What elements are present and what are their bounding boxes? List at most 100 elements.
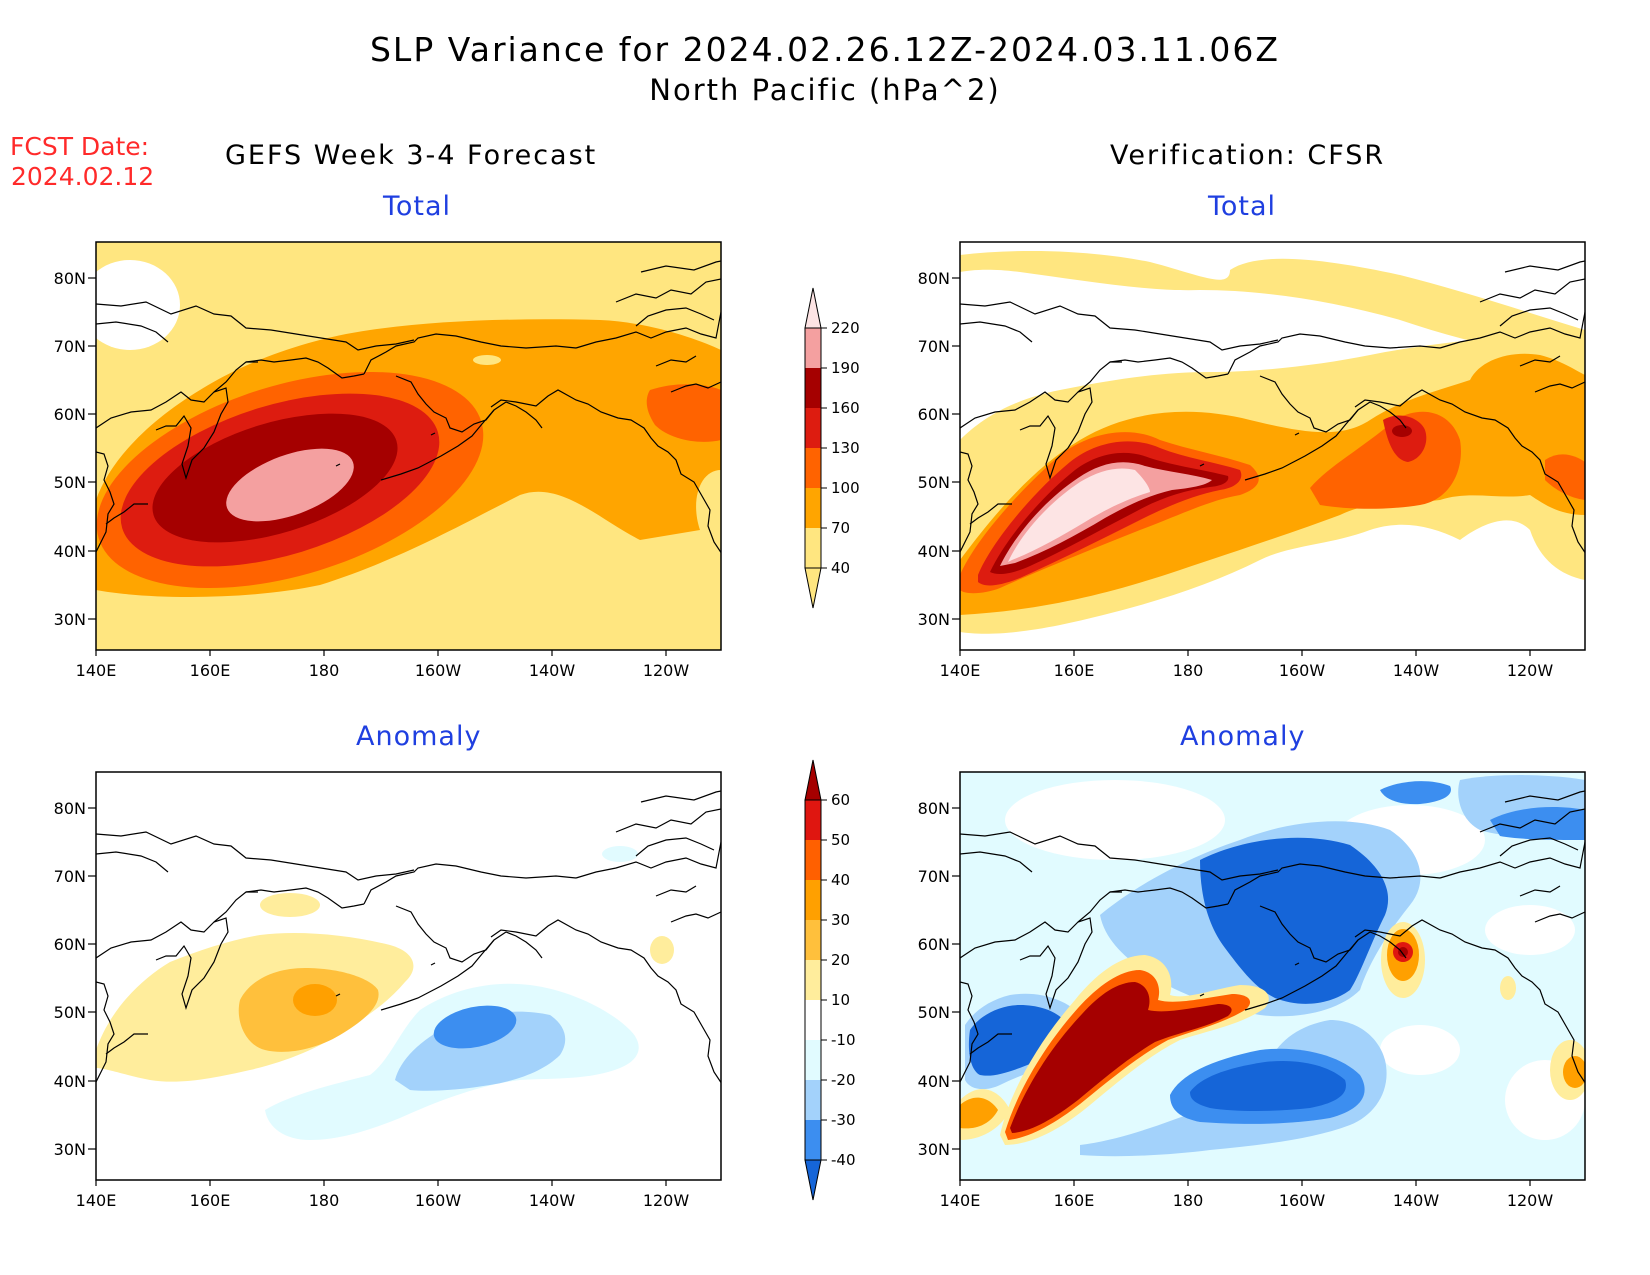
colorbar-anomaly-label: 30: [831, 911, 850, 929]
colorbar-anomaly: -40 -30 -20 -10 10 20 30 40 50 60: [804, 759, 856, 1201]
colorbar-total-label: 70: [831, 519, 850, 537]
colorbar-anomaly-label: 60: [831, 791, 850, 809]
colorbar-total-label: 190: [831, 359, 860, 377]
lon-tick-label: 120W: [643, 1191, 690, 1210]
forecast-anomaly-field: [96, 772, 721, 1180]
lat-tick-label: 50N: [918, 1003, 950, 1022]
lat-tick-label: 70N: [918, 337, 950, 356]
lon-tick-label: 140E: [940, 1191, 981, 1210]
colorbar-anomaly-label: 40: [831, 871, 850, 889]
lon-tick-label: 140W: [529, 661, 576, 680]
lon-tick-label: 120W: [643, 661, 690, 680]
lon-tick-label: 140W: [529, 1191, 576, 1210]
colorbar-anomaly-label: 50: [831, 831, 850, 849]
frame-verification-anomaly: [959, 771, 1586, 1181]
lat-tick-label: 70N: [54, 867, 86, 886]
lat-tick-label: 80N: [918, 799, 950, 818]
column-title-forecast: GEFS Week 3-4 Forecast: [225, 140, 598, 171]
colorbar-anomaly-top-arrow: [804, 759, 822, 801]
colorbar-anomaly-swatch: [805, 840, 821, 880]
colorbar-anomaly-label: -20: [831, 1071, 856, 1089]
lon-tick-label: 140W: [1393, 1191, 1440, 1210]
lat-tick-label: 70N: [918, 867, 950, 886]
lat-tick-label: 60N: [918, 935, 950, 954]
colorbar-total-label: 220: [831, 319, 860, 337]
frame-forecast-anomaly: [95, 771, 722, 1181]
colorbar-anomaly-bottom-arrow: [804, 1159, 822, 1201]
fcst-date-value: 2024.02.12: [11, 162, 155, 191]
forecast-total-field: [96, 242, 721, 650]
colorbar-anomaly-swatch: [805, 960, 821, 1000]
colorbar-total-swatch: [805, 408, 821, 448]
colorbar-total-label: 130: [831, 439, 860, 457]
colorbar-total-label: 100: [831, 479, 860, 497]
lon-tick-label: 180: [1173, 1191, 1204, 1210]
lon-tick-label: 140W: [1393, 661, 1440, 680]
lat-tick-label: 30N: [54, 1140, 86, 1159]
colorbar-anomaly-label: -30: [831, 1111, 856, 1129]
frame-forecast-total: [95, 241, 722, 651]
page-subtitle: North Pacific (hPa^2): [649, 73, 1001, 107]
lon-tick-label: 180: [309, 661, 340, 680]
colorbar-total-swatch: [805, 448, 821, 488]
frame-verification-total: [959, 241, 1586, 651]
axis-layer: 80N 70N 60N 50N 40N 30N 140E 160E 180 160W 140W 120…: [54, 269, 1554, 1210]
lon-tick-label: 160W: [415, 661, 462, 680]
colorbar-anomaly-label: 20: [831, 951, 850, 969]
colorbar-total-swatch: [805, 368, 821, 408]
colorbar-anomaly-swatch: [805, 1040, 821, 1080]
lat-tick-label: 80N: [54, 269, 86, 288]
colorbar-anomaly-swatch: [805, 1120, 821, 1160]
lon-tick-label: 180: [309, 1191, 340, 1210]
lon-tick-label: 160W: [1279, 1191, 1326, 1210]
colorbar-anomaly-swatch: [805, 1000, 821, 1040]
lon-tick-label: 160W: [415, 1191, 462, 1210]
colorbar-anomaly-swatch: [805, 880, 821, 920]
colorbar-total: 40 70 100 130 160 190 220: [804, 287, 860, 609]
verification-total-field: [960, 242, 1585, 650]
verification-anomaly-field: [960, 772, 1585, 1180]
colorbar-anomaly-label: -40: [831, 1151, 856, 1169]
lon-tick-label: 160E: [1054, 661, 1095, 680]
lat-tick-label: 30N: [918, 1140, 950, 1159]
panel-title-verification-total: Total: [1208, 191, 1277, 222]
lon-tick-label: 120W: [1507, 1191, 1554, 1210]
lat-tick-label: 60N: [54, 935, 86, 954]
lat-tick-label: 40N: [54, 1072, 86, 1091]
colorbar-total-label: 40: [831, 559, 850, 577]
page-title: SLP Variance for 2024.02.26.12Z-2024.03.…: [369, 30, 1281, 69]
lon-tick-label: 140E: [76, 1191, 117, 1210]
lat-tick-label: 40N: [918, 1072, 950, 1091]
lon-tick-label: 140E: [940, 661, 981, 680]
column-title-verification: Verification: CFSR: [1110, 140, 1386, 171]
lat-tick-label: 40N: [918, 542, 950, 561]
panel-title-forecast-total: Total: [383, 191, 452, 222]
lat-tick-label: 30N: [54, 610, 86, 629]
colorbar-total-swatch: [805, 488, 821, 528]
lat-tick-label: 80N: [54, 799, 86, 818]
lat-tick-label: 50N: [54, 1003, 86, 1022]
lon-tick-label: 120W: [1507, 661, 1554, 680]
colorbar-total-swatch: [805, 328, 821, 368]
lon-tick-label: 160E: [1054, 1191, 1095, 1210]
lat-tick-label: 50N: [918, 473, 950, 492]
lon-tick-label: 160E: [190, 1191, 231, 1210]
colorbar-anomaly-label: 10: [831, 991, 850, 1009]
panel-title-verification-anomaly: Anomaly: [1180, 721, 1306, 752]
colorbar-anomaly-outline: [804, 799, 822, 1161]
fcst-date-label: FCST Date:: [10, 132, 150, 161]
lon-tick-label: 160E: [190, 661, 231, 680]
colorbar-total-label: 160: [831, 399, 860, 417]
lat-tick-label: 60N: [918, 405, 950, 424]
lat-tick-label: 40N: [54, 542, 86, 561]
lat-tick-label: 30N: [918, 610, 950, 629]
colorbar-anomaly-label: -10: [831, 1031, 856, 1049]
lon-tick-label: 180: [1173, 661, 1204, 680]
lat-tick-label: 50N: [54, 473, 86, 492]
lon-tick-label: 160W: [1279, 661, 1326, 680]
panel-title-forecast-anomaly: Anomaly: [356, 721, 482, 752]
lat-tick-label: 70N: [54, 337, 86, 356]
lat-tick-label: 60N: [54, 405, 86, 424]
colorbar-total-bottom-arrow: [804, 567, 822, 609]
colorbar-total-swatch: [805, 528, 821, 568]
